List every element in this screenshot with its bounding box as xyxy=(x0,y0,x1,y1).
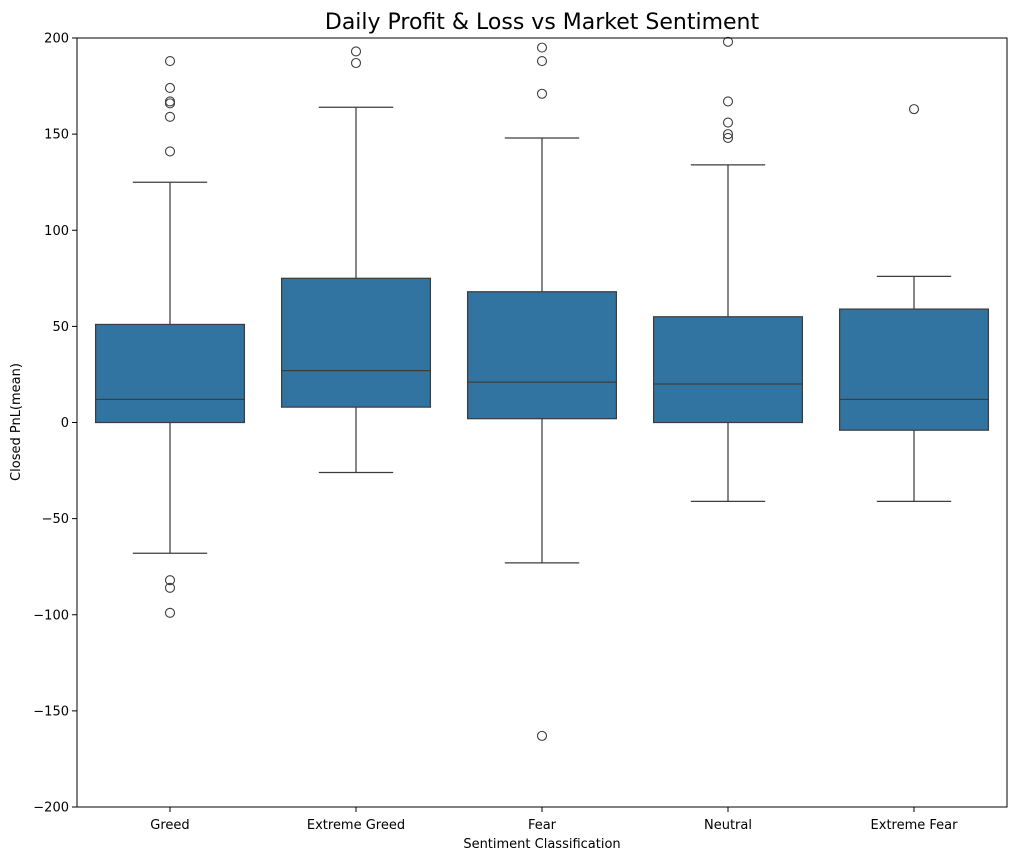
outlier-point xyxy=(164,607,176,618)
outlier-point xyxy=(536,730,548,741)
box-group xyxy=(280,46,432,474)
outlier-point xyxy=(722,117,734,128)
outlier-point xyxy=(350,57,362,69)
y-tick-label: −150 xyxy=(33,704,69,719)
outlier-point xyxy=(722,96,734,107)
x-tick-label: Neutral xyxy=(704,818,752,833)
x-tick-label: Extreme Greed xyxy=(307,818,405,833)
box xyxy=(94,323,246,424)
y-tick-label: 100 xyxy=(44,224,69,239)
box-group xyxy=(838,104,990,502)
x-tick-label: Fear xyxy=(528,818,557,833)
outlier-point xyxy=(164,82,176,94)
x-axis-label: Sentiment Classification xyxy=(463,837,620,852)
outlier-point xyxy=(536,56,548,67)
outlier-point xyxy=(722,129,734,140)
box-group xyxy=(652,36,804,502)
axes: −200 −150 −100 −50 0 50 100 150 200 Greed Extreme … xyxy=(33,32,958,834)
outlier-point xyxy=(164,96,176,107)
outlier-point xyxy=(722,132,734,144)
outlier-point xyxy=(164,575,176,586)
outlier-point xyxy=(164,146,176,157)
outlier-point xyxy=(164,111,176,122)
y-tick-label: −100 xyxy=(33,608,69,623)
y-tick-label: 50 xyxy=(52,320,69,335)
box-group xyxy=(94,56,246,618)
box xyxy=(280,277,432,408)
plot-area xyxy=(94,36,990,741)
outlier-point xyxy=(908,104,920,115)
outlier-point xyxy=(164,582,176,593)
outlier-point xyxy=(536,88,548,99)
box xyxy=(838,308,990,431)
x-tick-label: Greed xyxy=(150,818,189,833)
y-axis-label: Closed PnL(mean) xyxy=(9,363,24,481)
outlier-point xyxy=(350,46,362,57)
outlier-point xyxy=(722,36,734,47)
box-group xyxy=(466,42,618,741)
y-tick-label: −200 xyxy=(33,801,69,816)
y-tick-label: 150 xyxy=(44,128,69,143)
box xyxy=(466,291,618,420)
chart-title: Daily Profit & Loss vs Market Sentiment xyxy=(325,10,760,35)
outlier-point xyxy=(164,98,176,109)
outlier-point xyxy=(164,56,176,67)
y-tick-label: 0 xyxy=(61,416,69,431)
box xyxy=(652,316,804,424)
y-tick-label: −50 xyxy=(42,512,69,527)
x-tick-label: Extreme Fear xyxy=(871,818,959,833)
y-tick-label: 200 xyxy=(44,32,69,47)
outlier-point xyxy=(536,42,548,53)
